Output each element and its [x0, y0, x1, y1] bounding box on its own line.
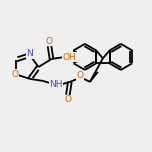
Text: O: O: [11, 70, 18, 79]
Text: N: N: [26, 49, 33, 58]
Text: O: O: [76, 71, 83, 80]
Text: NH: NH: [49, 80, 63, 89]
Text: OH: OH: [63, 52, 76, 62]
Text: O: O: [46, 36, 53, 45]
Text: O: O: [64, 95, 71, 104]
